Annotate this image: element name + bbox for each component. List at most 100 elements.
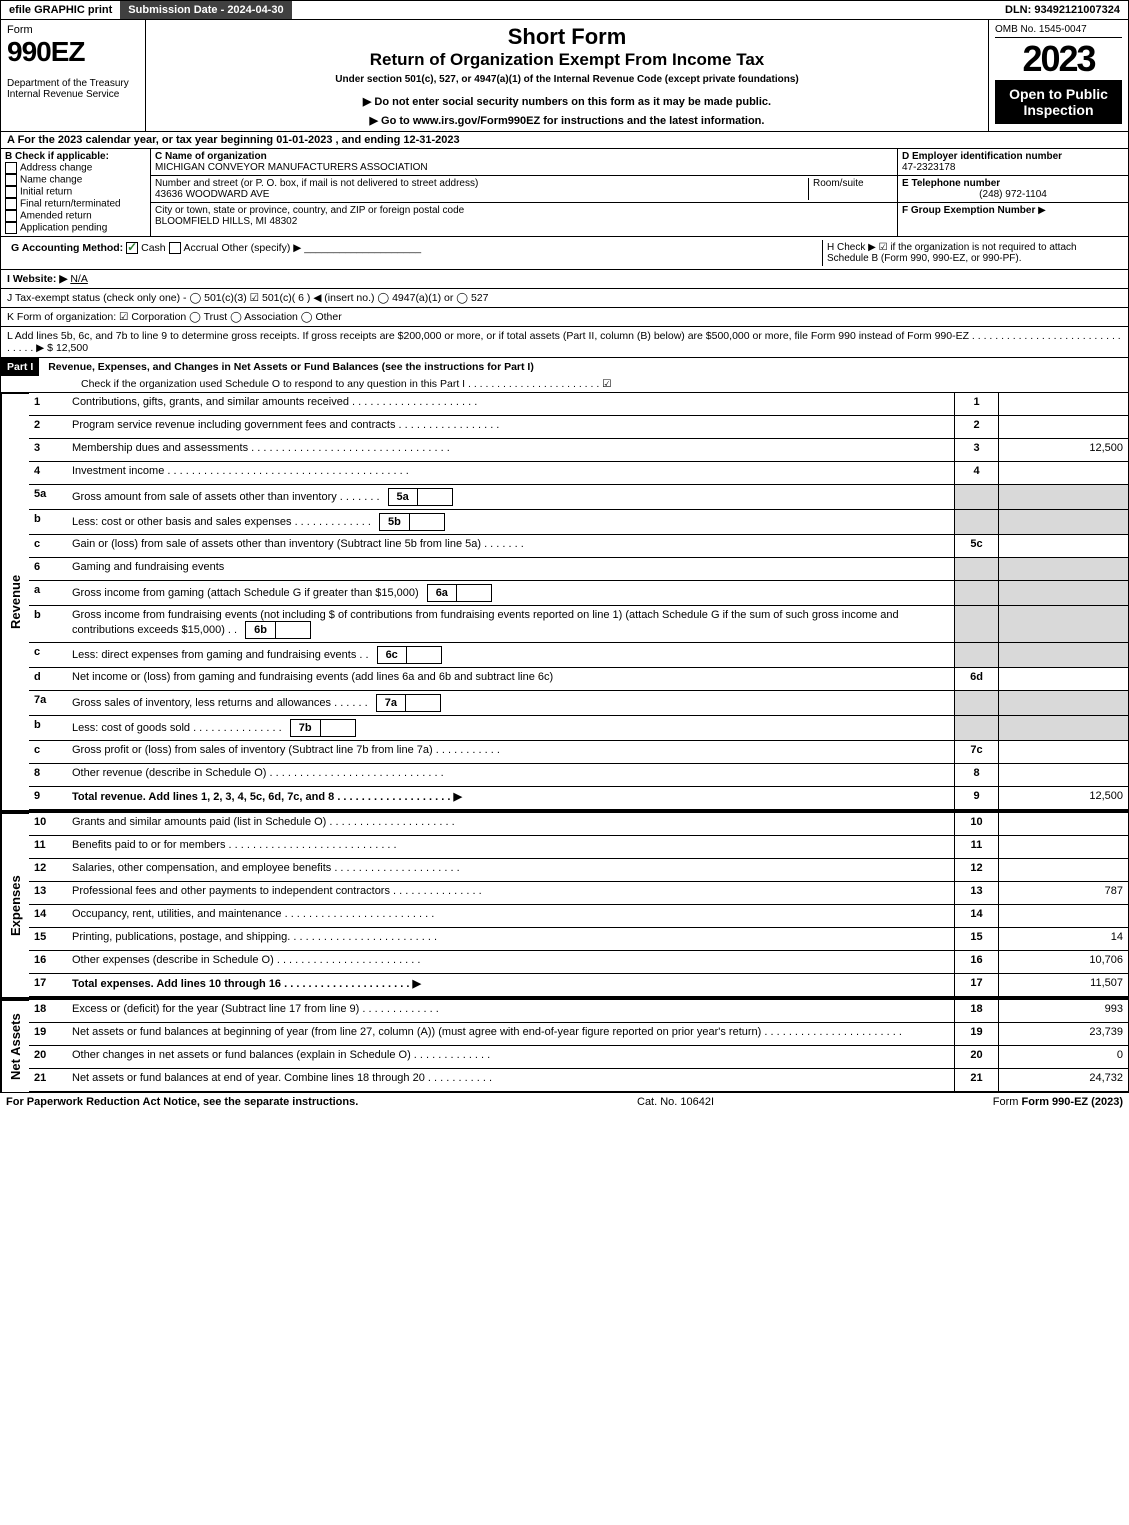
c-name-label: C Name of organization	[155, 151, 893, 162]
line-14-val	[998, 905, 1128, 928]
title-main: Return of Organization Exempt From Incom…	[152, 50, 982, 70]
line-7b-subval	[321, 720, 355, 736]
b-opt-address-label: Address change	[20, 163, 92, 174]
k-form-org: K Form of organization: ☑ Corporation ◯ …	[0, 308, 1129, 327]
line-6-desc: Gaming and fundraising events	[67, 558, 954, 581]
line-7a-text: Gross sales of inventory, less returns a…	[72, 697, 368, 709]
line-15-no: 15	[29, 928, 67, 951]
line-15-val: 14	[998, 928, 1128, 951]
footer-formno: Form 990-EZ (2023)	[1022, 1096, 1123, 1108]
line-5a-desc: Gross amount from sale of assets other t…	[67, 485, 954, 510]
efile-print-link[interactable]: efile GRAPHIC print	[1, 1, 120, 19]
line-6-val	[998, 558, 1128, 581]
line-17-desc: Total expenses. Add lines 10 through 16 …	[67, 974, 954, 997]
line-20-box: 20	[954, 1046, 998, 1069]
line-17-no: 17	[29, 974, 67, 997]
c-street-label: Number and street (or P. O. box, if mail…	[155, 178, 808, 189]
g-other[interactable]: Other (specify) ▶	[221, 242, 301, 254]
line-6d-val	[998, 668, 1128, 691]
line-7b-no: b	[29, 716, 67, 741]
org-street: 43636 WOODWARD AVE	[155, 189, 808, 200]
line-5a-subbox: 5a	[388, 488, 454, 506]
line-2-no: 2	[29, 416, 67, 439]
footer-left: For Paperwork Reduction Act Notice, see …	[6, 1096, 358, 1108]
line-10-val	[998, 813, 1128, 836]
line-7a-box	[954, 691, 998, 716]
line-3-no: 3	[29, 439, 67, 462]
line-8-box: 8	[954, 764, 998, 787]
line-6c-desc: Less: direct expenses from gaming and fu…	[67, 643, 954, 668]
line-18-no: 18	[29, 1000, 67, 1023]
b-opt-address[interactable]: Address change	[5, 162, 146, 174]
line-20-no: 20	[29, 1046, 67, 1069]
part1-check: Check if the organization used Schedule …	[1, 376, 1128, 392]
line-1-desc: Contributions, gifts, grants, and simila…	[67, 393, 954, 416]
title-under: Under section 501(c), 527, or 4947(a)(1)…	[152, 74, 982, 85]
line-5b-sublabel: 5b	[380, 514, 410, 530]
line-6d-desc: Net income or (loss) from gaming and fun…	[67, 668, 954, 691]
line-4-box: 4	[954, 462, 998, 485]
footer-right: Form Form 990-EZ (2023)	[993, 1096, 1123, 1108]
b-opt-name[interactable]: Name change	[5, 174, 146, 186]
line-5a-text: Gross amount from sale of assets other t…	[72, 491, 380, 503]
b-title: B Check if applicable:	[5, 151, 146, 162]
line-10-box: 10	[954, 813, 998, 836]
line-19-no: 19	[29, 1023, 67, 1046]
tax-year: 2023	[995, 38, 1122, 80]
part1-title: Revenue, Expenses, and Changes in Net As…	[42, 361, 534, 373]
g-cash[interactable]: Cash	[126, 242, 166, 254]
open-public: Open to Public Inspection	[995, 80, 1122, 124]
g-cash-label: Cash	[141, 242, 166, 254]
line-4-val	[998, 462, 1128, 485]
line-7a-subval	[406, 695, 440, 711]
goto-link[interactable]: ▶ Go to www.irs.gov/Form990EZ for instru…	[152, 114, 982, 127]
line-7a-val	[998, 691, 1128, 716]
line-6b-box	[954, 606, 998, 643]
line-16-no: 16	[29, 951, 67, 974]
expenses-table: Expenses 10 Grants and similar amounts p…	[0, 811, 1129, 998]
line-12-val	[998, 859, 1128, 882]
line-6a-text: Gross income from gaming (attach Schedul…	[72, 587, 419, 599]
line-10-no: 10	[29, 813, 67, 836]
line-6a-subbox: 6a	[427, 584, 493, 602]
line-20-desc: Other changes in net assets or fund bala…	[67, 1046, 954, 1069]
line-6b-sublabel: 6b	[246, 622, 276, 638]
section-bc-def: B Check if applicable: Address change Na…	[0, 149, 1129, 236]
line-19-desc: Net assets or fund balances at beginning…	[67, 1023, 954, 1046]
g-label: G Accounting Method:	[11, 242, 123, 254]
b-opt-pending[interactable]: Application pending	[5, 222, 146, 234]
irs: Internal Revenue Service	[7, 89, 139, 100]
topbar: efile GRAPHIC print Submission Date - 20…	[0, 0, 1129, 20]
line-7a-sublabel: 7a	[377, 695, 406, 711]
line-7b-desc: Less: cost of goods sold . . . . . . . .…	[67, 716, 954, 741]
title-short: Short Form	[152, 24, 982, 50]
website-value: N/A	[70, 273, 88, 285]
line-13-desc: Professional fees and other payments to …	[67, 882, 954, 905]
line-5c-box: 5c	[954, 535, 998, 558]
line-6d-no: d	[29, 668, 67, 691]
line-6c-subval	[407, 647, 441, 663]
line-16-box: 16	[954, 951, 998, 974]
line-5a-subval	[418, 489, 452, 505]
line-5c-val	[998, 535, 1128, 558]
line-11-no: 11	[29, 836, 67, 859]
b-opt-final[interactable]: Final return/terminated	[5, 198, 146, 210]
line-5a-box	[954, 485, 998, 510]
line-6b-no: b	[29, 606, 67, 643]
g-accrual[interactable]: Accrual	[169, 242, 219, 254]
line-6a-desc: Gross income from gaming (attach Schedul…	[67, 581, 954, 606]
line-11-box: 11	[954, 836, 998, 859]
line-1-val	[998, 393, 1128, 416]
line-11-desc: Benefits paid to or for members . . . . …	[67, 836, 954, 859]
line-5c-desc: Gain or (loss) from sale of assets other…	[67, 535, 954, 558]
line-9-val: 12,500	[998, 787, 1128, 810]
b-opt-amended[interactable]: Amended return	[5, 210, 146, 222]
revenue-table: Revenue 1 Contributions, gifts, grants, …	[0, 393, 1129, 811]
line-9-desc: Total revenue. Add lines 1, 2, 3, 4, 5c,…	[67, 787, 954, 810]
line-5a-no: 5a	[29, 485, 67, 510]
line-4-desc: Investment income . . . . . . . . . . . …	[67, 462, 954, 485]
line-6b-subval	[276, 622, 310, 638]
b-opt-initial[interactable]: Initial return	[5, 186, 146, 198]
line-8-val	[998, 764, 1128, 787]
line-14-box: 14	[954, 905, 998, 928]
